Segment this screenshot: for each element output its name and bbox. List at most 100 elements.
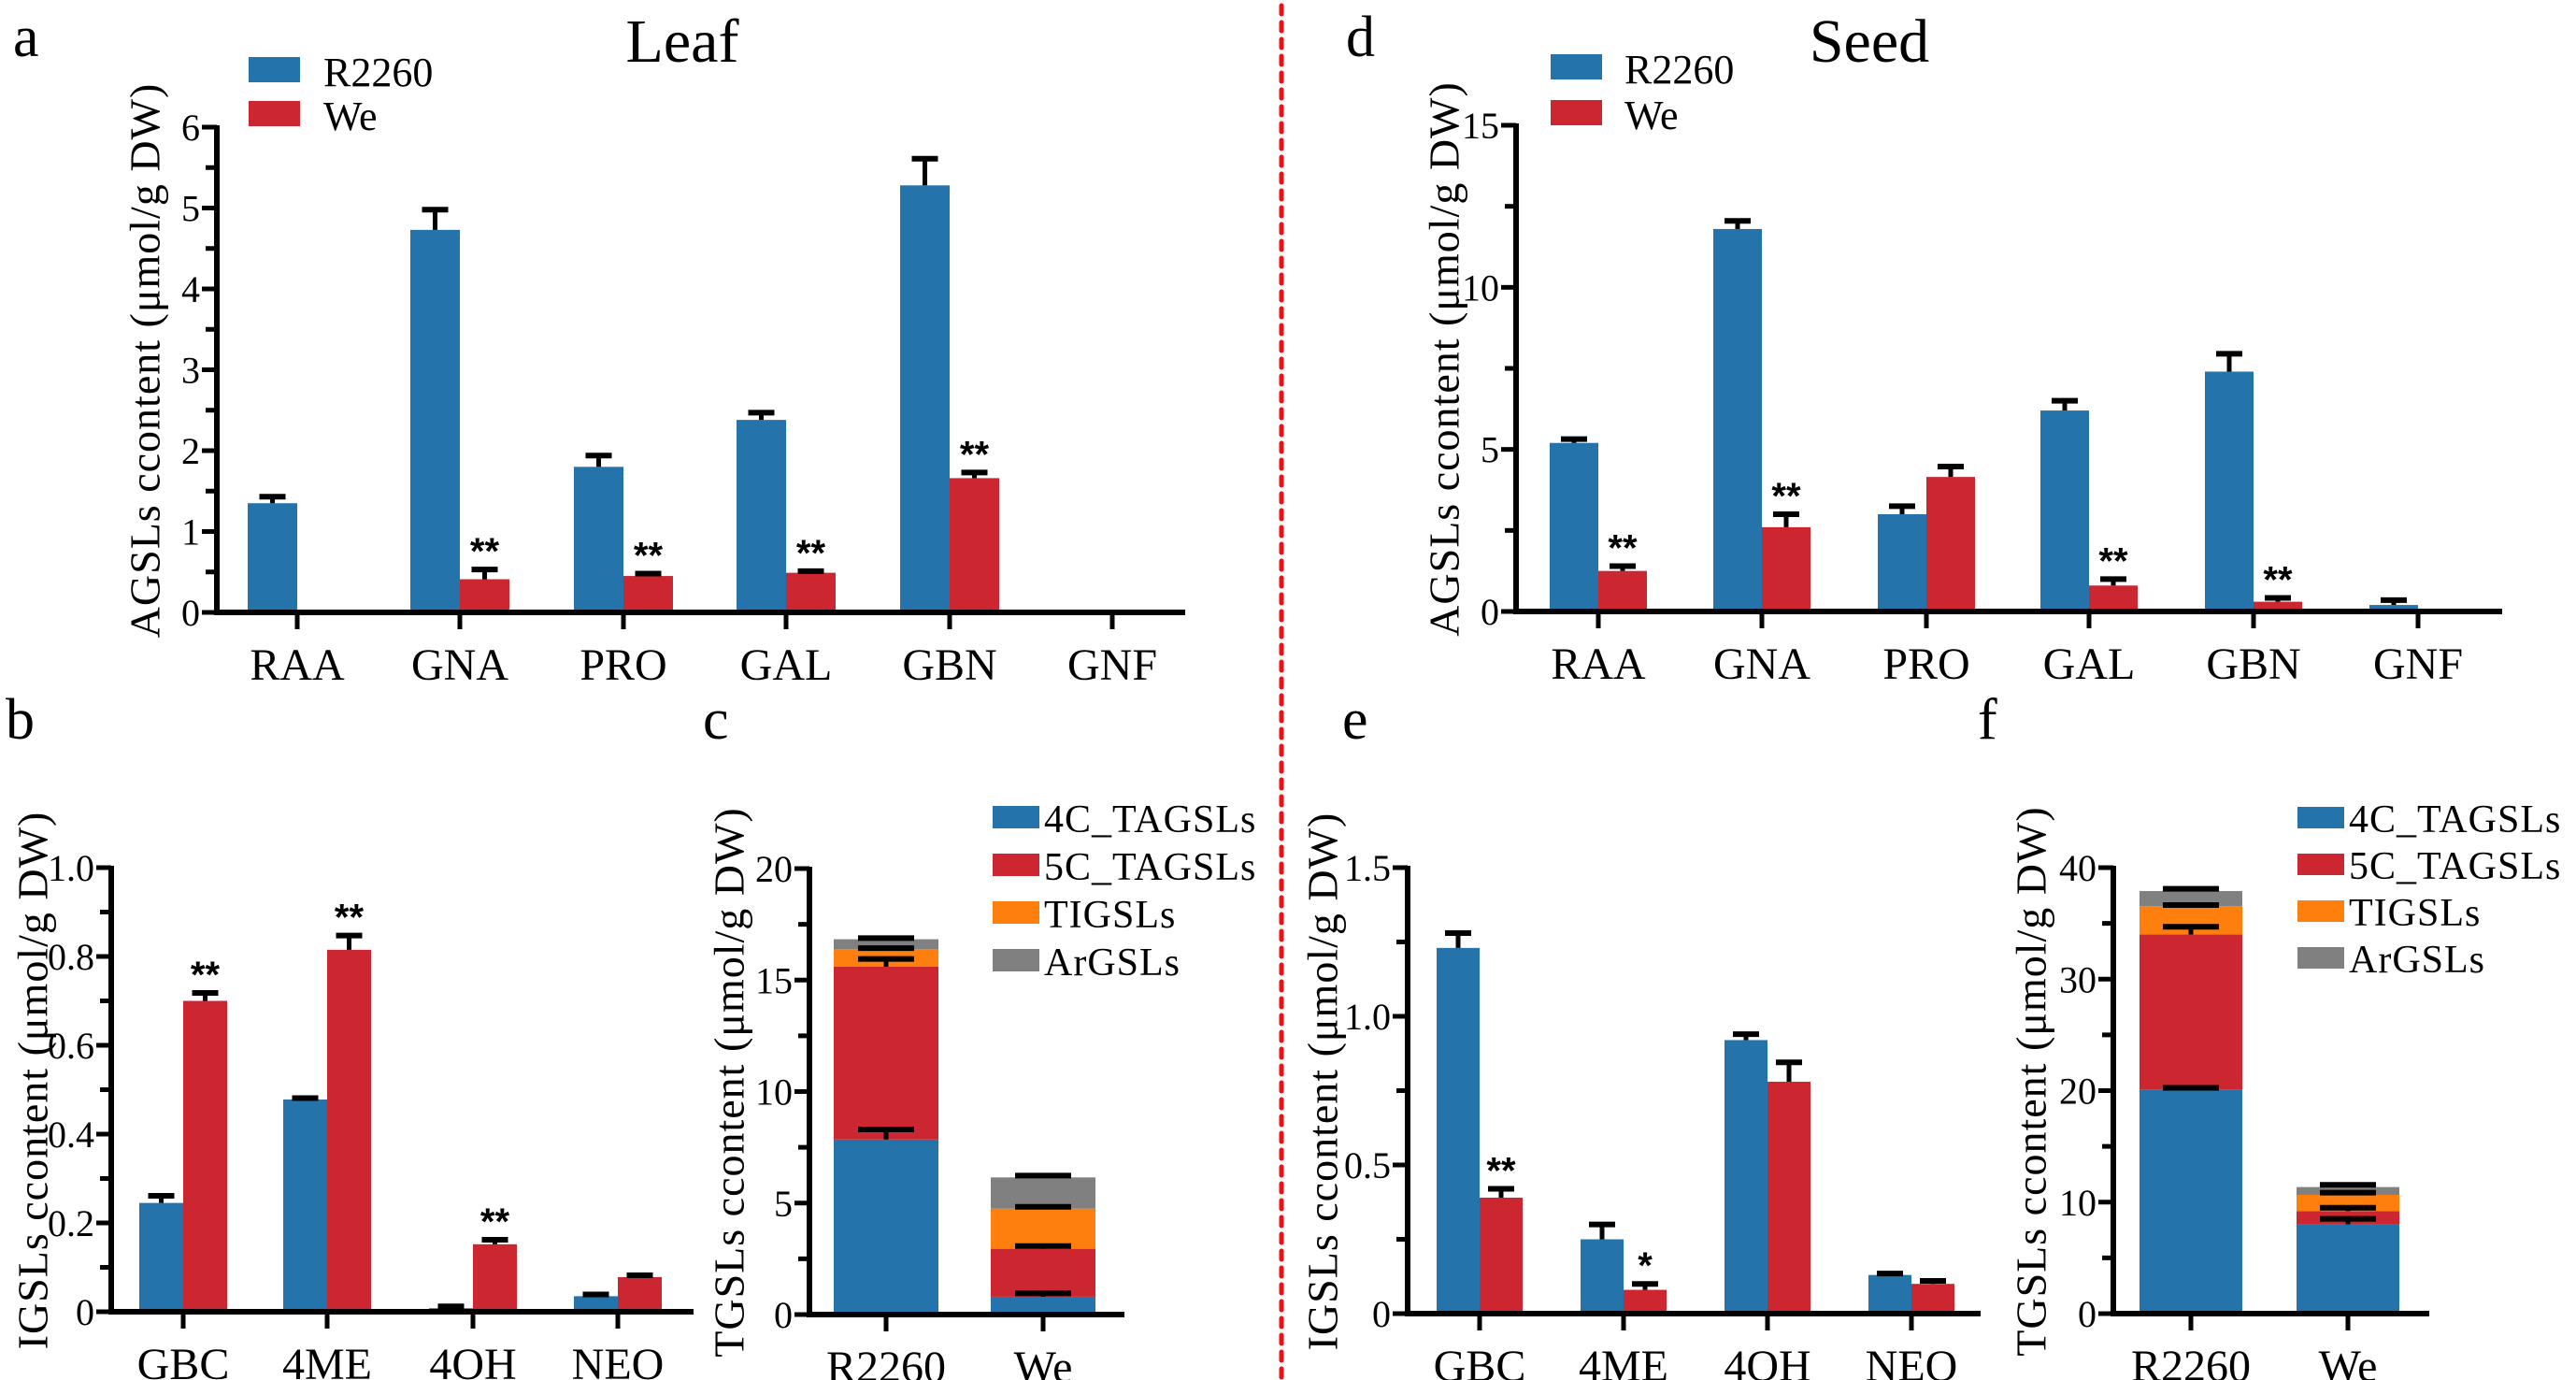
x-tick-label: 4ME [1579, 1342, 1668, 1380]
bar-4c-tagsls [2140, 1089, 2242, 1314]
y-tick-label: 0.8 [48, 936, 94, 978]
bar-4c-tagsls [991, 1296, 1095, 1315]
chart-panel-c: c TGSLs ccontent (μmol/g DW) 0 5 10 15 20 R2260… [703, 688, 1256, 1380]
x-tick-label: R2260 [826, 1343, 946, 1380]
y-tick-label: 15 [755, 959, 793, 1001]
y-tick-label: 0 [76, 1291, 94, 1333]
x-tick-label: RAA [250, 640, 345, 690]
significance-marker: ** [191, 955, 221, 996]
significance-marker: ** [480, 1201, 510, 1243]
legend-swatch [2297, 854, 2344, 875]
x-tick-label: GBN [2206, 640, 2300, 689]
bar-r2260 [574, 1296, 618, 1312]
x-tick-label: GNA [1713, 640, 1810, 689]
bar-r2260 [410, 229, 460, 613]
legend-label: TIGSLs [1044, 894, 1176, 937]
legend-swatch [993, 806, 1039, 828]
legend-swatch [993, 901, 1039, 924]
y-tick-label: 6 [181, 107, 200, 149]
bar-r2260 [1550, 442, 1598, 611]
y-tick-label: 2 [181, 430, 200, 472]
x-tick-label: NEO [1866, 1342, 1958, 1380]
y-axis-label: AGSLs ccontent (μmol/g DW) [1421, 81, 1468, 637]
bar-r2260 [737, 420, 786, 612]
panel-label: a [13, 6, 39, 69]
significance-marker: ** [1771, 476, 1801, 517]
y-tick-label: 15 [1462, 105, 1499, 147]
panel-label: d [1346, 6, 1375, 69]
bar-we [1762, 526, 1810, 611]
bar-5c-tagsls [834, 966, 938, 1140]
bar-we [786, 572, 836, 612]
x-tick-label: 4ME [282, 1340, 372, 1380]
y-tick-label: 0 [1481, 591, 1499, 633]
panel-label: c [703, 688, 729, 752]
bar-5c-tagsls [2140, 934, 2242, 1090]
bar-r2260 [1713, 228, 1762, 611]
y-tick-label: 0.6 [48, 1025, 94, 1067]
legend-label: 5C_TAGSLs [2349, 845, 2561, 888]
y-axis-label: IGSLs ccontent (μmol/g DW) [9, 812, 57, 1350]
bar-4c-tagsls [2297, 1224, 2399, 1314]
y-tick-label: 4 [181, 268, 200, 310]
bar-we [1911, 1284, 1954, 1314]
legend-label: R2260 [323, 50, 433, 95]
bar-4c-tagsls [834, 1139, 938, 1315]
x-tick-label: GNA [411, 640, 508, 690]
bar-we [1598, 570, 1647, 611]
bar-r2260 [283, 1099, 327, 1312]
bar-r2260 [1437, 947, 1480, 1314]
bar-we [2089, 585, 2138, 611]
legend-label: ArGSLs [1044, 942, 1181, 985]
y-axis-label: AGSLs ccontent (μmol/g DW) [122, 83, 169, 639]
y-tick-label: 0 [1372, 1293, 1391, 1335]
bar-we [1624, 1289, 1667, 1314]
x-tick-label: PRO [580, 640, 666, 690]
legend-label: We [323, 93, 378, 139]
bar-we [460, 579, 509, 612]
legend-swatch [1551, 100, 1602, 125]
legend-swatch [249, 101, 300, 126]
legend-swatch [993, 854, 1039, 876]
significance-marker: ** [1608, 527, 1638, 568]
section-title-leaf: Leaf [626, 7, 739, 76]
y-tick-label: 0 [2078, 1293, 2097, 1335]
x-tick-label: GNF [2373, 640, 2463, 689]
legend-label: 5C_TAGSLs [1044, 846, 1256, 889]
chart-panel-a: a AGSLs ccontent (μmol/g DW) ** ** ** ** 0 1 2 3 4… [13, 6, 1185, 690]
bar-we [2254, 601, 2302, 611]
bar-r2260 [1868, 1274, 1911, 1314]
y-tick-label: 1 [181, 511, 200, 553]
y-tick-label: 20 [2059, 1071, 2097, 1113]
section-title-seed: Seed [1810, 7, 1929, 76]
bar-r2260 [2040, 410, 2089, 611]
y-axis-label: TGSLs ccontent (μmol/g DW) [2008, 806, 2055, 1357]
bar-tigsls [991, 1208, 1095, 1249]
y-tick-label: 0.2 [48, 1202, 94, 1244]
y-tick-label: 10 [2059, 1182, 2097, 1224]
legend-label: 4C_TAGSLs [1044, 798, 1256, 841]
y-tick-label: 0.5 [1344, 1144, 1391, 1186]
significance-marker: ** [2263, 559, 2293, 600]
y-tick-label: 5 [774, 1183, 793, 1225]
legend-label: We [1624, 93, 1679, 138]
y-tick-label: 30 [2059, 958, 2097, 1000]
x-tick-label: 4OH [1724, 1342, 1810, 1380]
legend-swatch [2297, 947, 2344, 969]
significance-marker: ** [796, 533, 826, 574]
legend-swatch [993, 949, 1039, 971]
bar-r2260 [139, 1202, 183, 1312]
bar-we [1926, 477, 1975, 611]
bar-r2260 [1581, 1239, 1624, 1314]
y-tick-label: 10 [1462, 266, 1499, 309]
bar-we [618, 1276, 662, 1312]
bar-we [1480, 1197, 1523, 1314]
y-tick-label: 10 [755, 1071, 793, 1114]
legend-label: 4C_TAGSLs [2349, 798, 2561, 841]
panel-label: f [1978, 688, 1997, 752]
y-tick-label: 1.0 [1344, 996, 1391, 1038]
bar-r2260 [2205, 371, 2254, 611]
y-axis-label: TGSLs ccontent (μmol/g DW) [706, 807, 753, 1358]
